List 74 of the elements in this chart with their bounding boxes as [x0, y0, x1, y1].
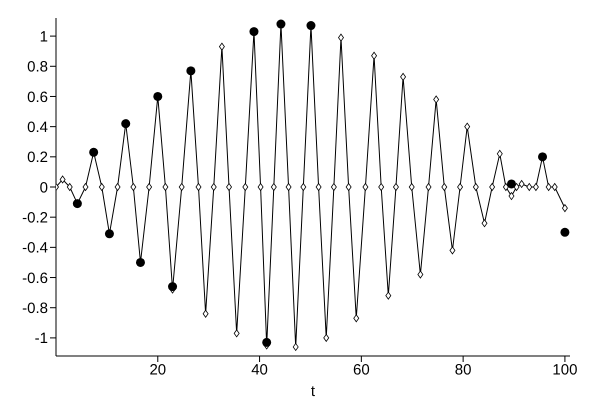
point: [362, 183, 368, 191]
point: [518, 180, 525, 188]
point: [66, 183, 73, 191]
point: [60, 176, 66, 184]
point: [258, 183, 264, 191]
point: [482, 219, 488, 228]
y-tick-label: -0.4: [22, 240, 48, 257]
point: [353, 314, 360, 322]
point: [98, 183, 105, 191]
point: [82, 183, 88, 191]
point: [196, 183, 202, 191]
point: [378, 183, 384, 191]
point: [552, 183, 558, 191]
point: [385, 292, 392, 300]
point: [506, 179, 516, 188]
point: [292, 343, 299, 351]
point: [346, 183, 352, 191]
point: [450, 246, 456, 254]
point: [393, 183, 399, 191]
y-tick-label: -1: [34, 330, 48, 348]
point: [457, 183, 463, 191]
point: [546, 183, 552, 191]
point: [114, 183, 120, 191]
point: [502, 183, 509, 191]
point: [533, 183, 539, 191]
point: [560, 228, 570, 237]
y-tick-label: 1: [40, 28, 48, 46]
point: [338, 34, 344, 42]
x-axis-title: t: [310, 383, 316, 400]
y-tick-label: 0.8: [27, 58, 48, 76]
point: [178, 183, 185, 191]
y-tick-label: -0.6: [22, 270, 48, 287]
x-tick-label: 80: [454, 362, 472, 379]
point: [417, 270, 424, 278]
point: [323, 334, 330, 342]
point: [562, 204, 568, 212]
point: [286, 183, 292, 191]
point: [130, 183, 136, 191]
point: [464, 122, 470, 131]
y-tick-label: -0.2: [22, 210, 48, 227]
point: [371, 52, 377, 60]
point: [472, 183, 479, 191]
point: [508, 192, 514, 200]
point: [226, 183, 232, 191]
y-tick-label: -0.8: [22, 300, 48, 318]
point: [408, 183, 415, 191]
point: [526, 183, 532, 191]
point: [242, 183, 248, 191]
point: [433, 96, 440, 104]
x-tick-label: 20: [149, 362, 166, 379]
y-tick-label: 0.2: [27, 149, 48, 166]
point: [496, 150, 503, 158]
point: [146, 183, 152, 191]
point: [202, 310, 209, 318]
y-tick-label: 0.6: [27, 88, 48, 106]
point: [300, 183, 306, 191]
point: [210, 183, 217, 191]
point: [489, 183, 496, 191]
point: [400, 72, 406, 81]
x-tick-label: 40: [251, 362, 268, 379]
point: [441, 183, 448, 191]
point: [330, 183, 337, 191]
x-tick-label: 60: [353, 362, 370, 379]
y-tick-label: 0.4: [27, 118, 48, 136]
point: [168, 282, 178, 292]
point: [316, 183, 322, 191]
point: [219, 42, 225, 51]
point: [234, 329, 240, 338]
point: [262, 338, 272, 347]
point: [162, 183, 168, 191]
x-tick-label: 100: [552, 362, 578, 379]
point: [426, 183, 432, 191]
y-tick-label: 0: [40, 179, 48, 196]
point: [270, 183, 277, 191]
